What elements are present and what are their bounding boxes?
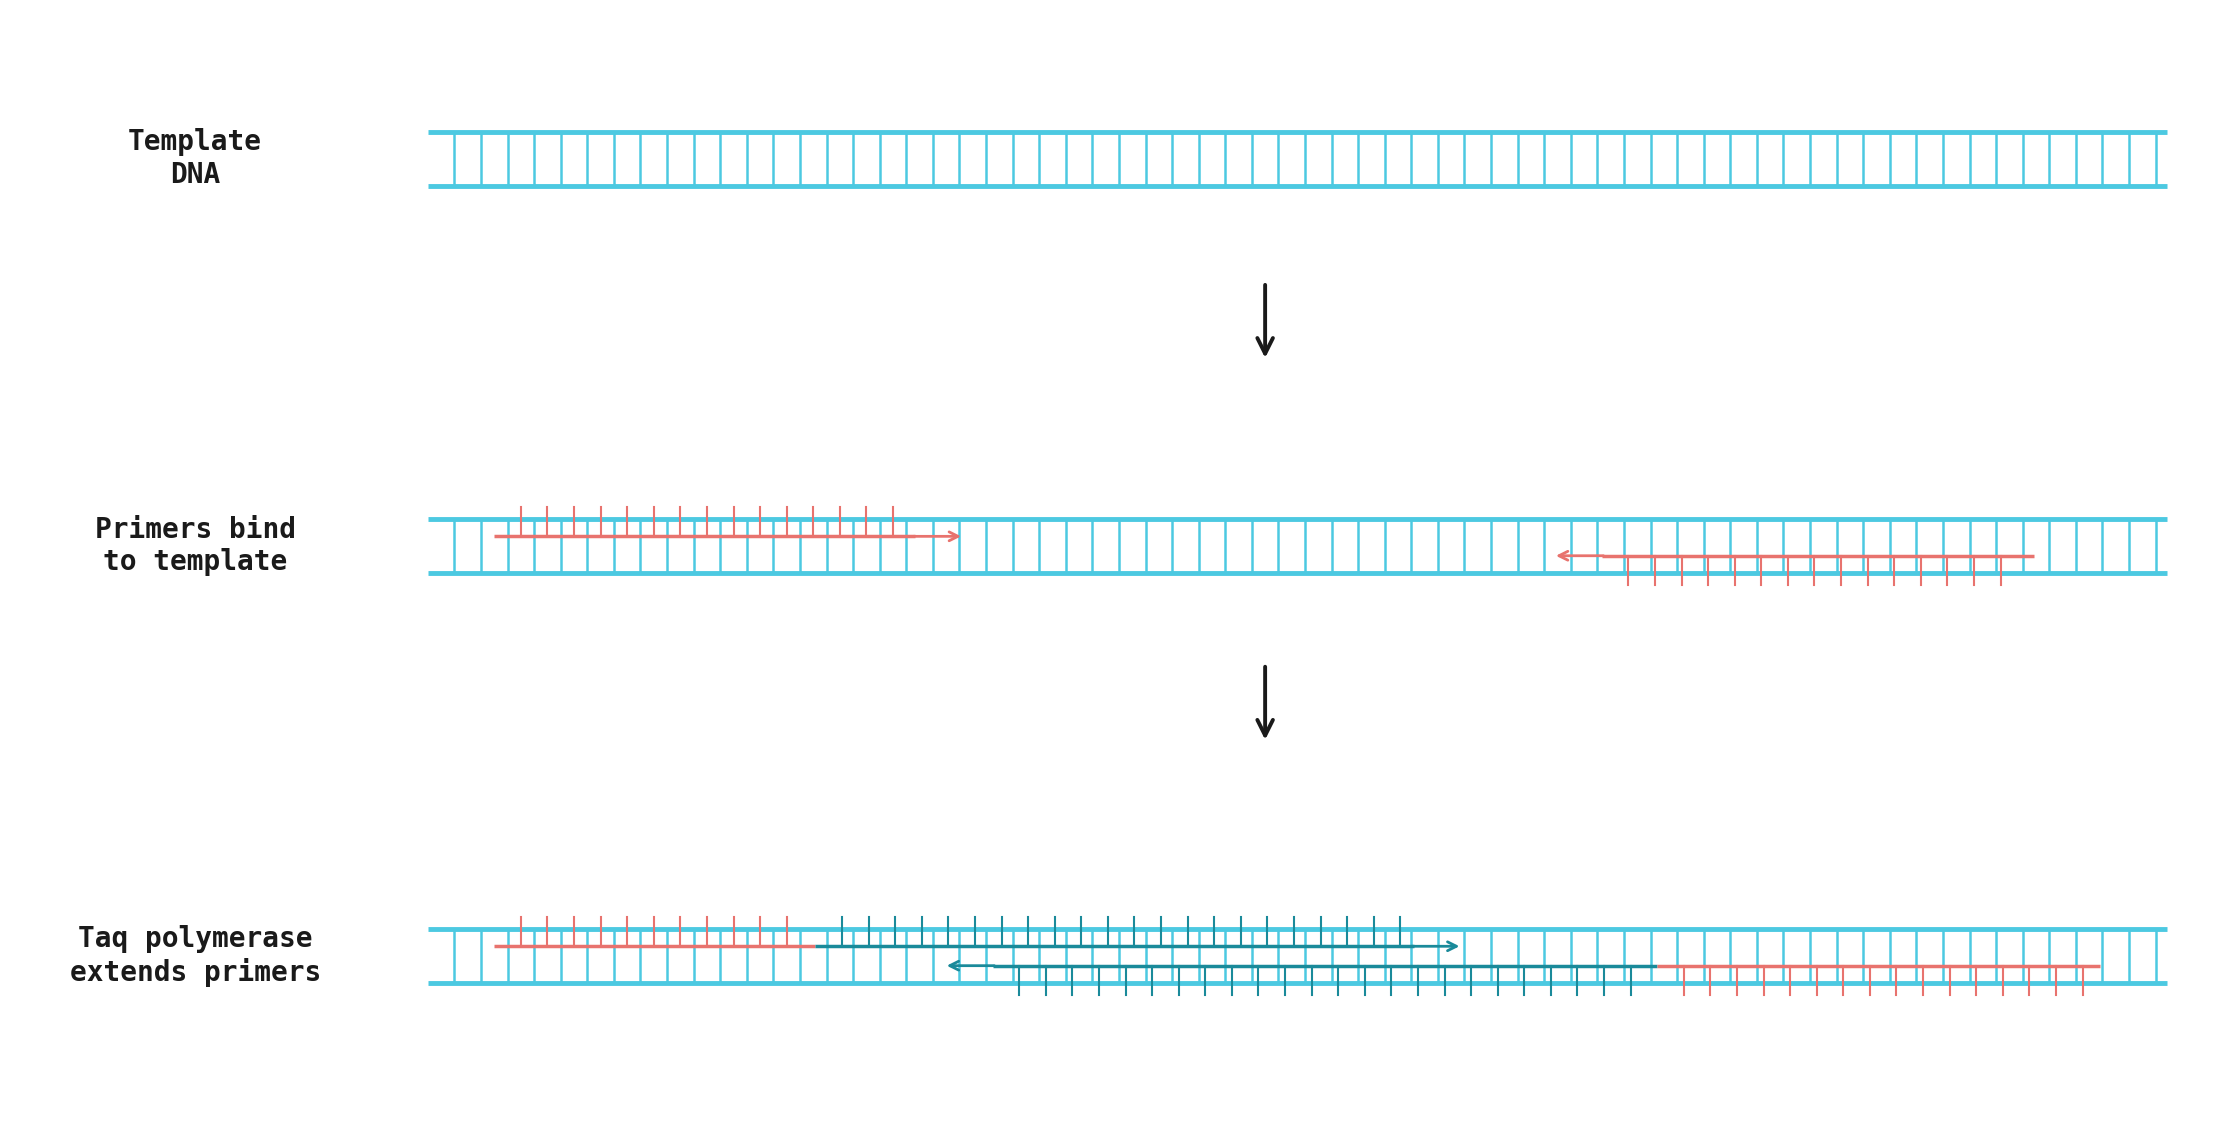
Text: Taq polymerase
extends primers: Taq polymerase extends primers — [69, 926, 321, 987]
Text: Primers bind
to template: Primers bind to template — [94, 516, 296, 576]
Text: Template
DNA: Template DNA — [129, 128, 263, 189]
